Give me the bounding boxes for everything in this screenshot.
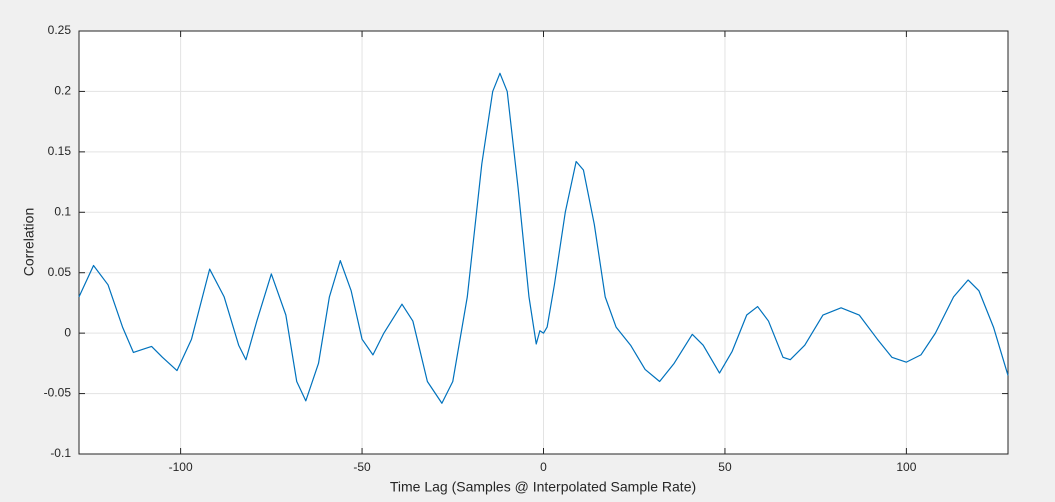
y-tick-label: 0.05 (48, 265, 72, 279)
y-tick-label: 0.25 (48, 23, 72, 37)
y-tick-label: 0.15 (48, 144, 72, 158)
y-tick-label: -0.1 (50, 446, 71, 460)
y-tick-label: -0.05 (44, 386, 72, 400)
y-axis-label: Correlation (21, 208, 37, 276)
y-tick-label: 0 (64, 325, 71, 339)
x-axis-label: Time Lag (Samples @ Interpolated Sample … (390, 479, 696, 495)
y-tick-label: 0.2 (54, 84, 71, 98)
x-tick-label: 50 (718, 460, 732, 474)
x-tick-label: 0 (540, 460, 547, 474)
axes-box (78, 30, 1009, 455)
x-tick-label: 100 (896, 460, 916, 474)
x-tick-label: -100 (169, 460, 193, 474)
y-tick-label: 0.1 (54, 204, 71, 218)
data-line (78, 72, 1009, 404)
x-tick-label: -50 (353, 460, 371, 474)
